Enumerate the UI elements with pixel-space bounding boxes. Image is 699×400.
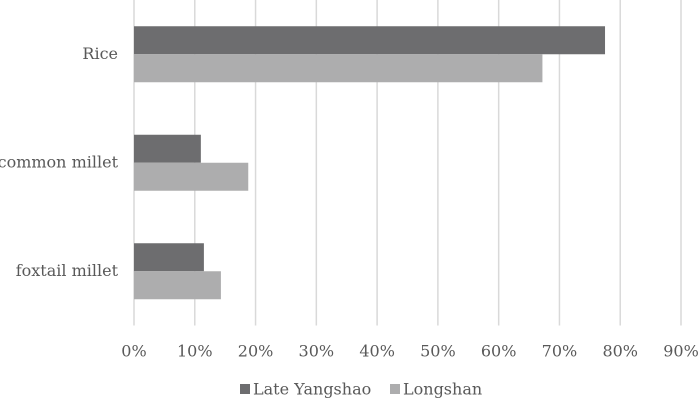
bar	[134, 26, 606, 55]
x-tick-label: 20%	[238, 342, 274, 361]
x-tick-label: 70%	[542, 342, 578, 361]
legend-swatch	[390, 384, 400, 394]
x-tick-label: 10%	[177, 342, 213, 361]
x-tick-label: 60%	[481, 342, 517, 361]
y-tick-label: foxtail millet	[16, 261, 119, 280]
legend-label: Late Yangshao	[253, 380, 371, 399]
x-tick-label: 30%	[299, 342, 335, 361]
bar	[134, 162, 249, 191]
bar	[134, 134, 201, 163]
bar	[134, 271, 221, 300]
bar	[134, 54, 543, 83]
x-tick-label: 80%	[602, 342, 638, 361]
bar	[134, 243, 204, 272]
y-tick-label: Rice	[82, 44, 118, 63]
x-tick-label: 90%	[663, 342, 699, 361]
x-tick-label: 0%	[121, 342, 146, 361]
y-tick-label: common millet	[0, 152, 119, 171]
x-tick-label: 50%	[420, 342, 456, 361]
legend-label: Longshan	[403, 380, 482, 399]
legend-swatch	[240, 384, 250, 394]
x-tick-label: 40%	[359, 342, 395, 361]
